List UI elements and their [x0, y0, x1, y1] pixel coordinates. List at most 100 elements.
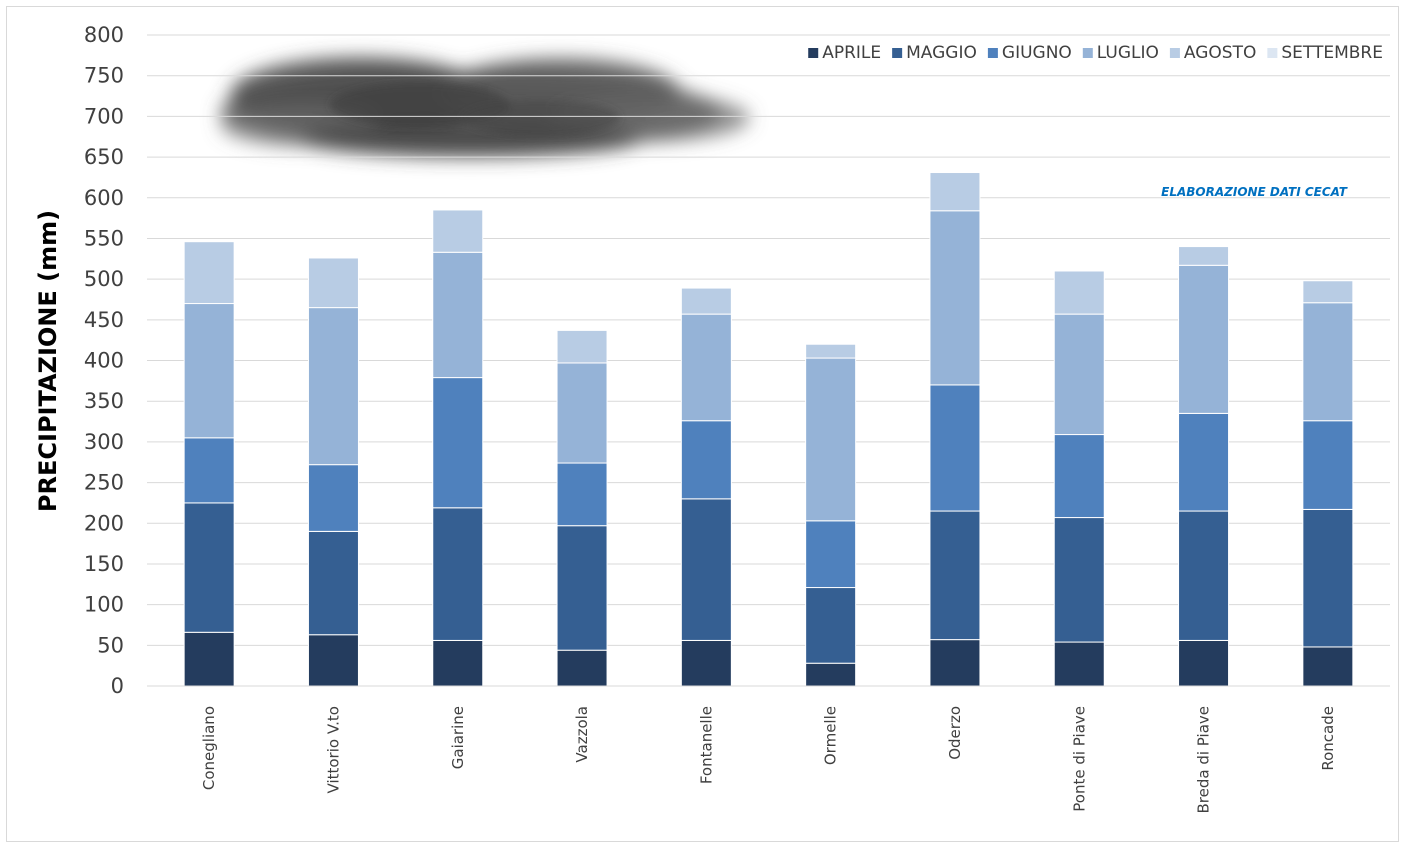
- legend-label: APRILE: [822, 43, 881, 63]
- bar-segment-luglio: [432, 251, 484, 379]
- x-tick-label: Vazzola: [573, 706, 591, 763]
- bar-segment-aprile: [183, 631, 235, 687]
- y-axis-ticks: 0 50 100 150 200 250 300 350 400 450 500 550 600 650 7…: [84, 23, 124, 698]
- legend: APRILE MAGGIO GIUGNO LUGLIO AGOSTO SETTEMBRE: [808, 43, 1383, 63]
- bar-segment-agosto: [929, 172, 981, 212]
- bar-segment-aprile: [680, 639, 732, 687]
- y-tick-label: 350: [84, 389, 124, 413]
- y-tick-label: 550: [84, 226, 124, 250]
- bar-segment-maggio: [183, 502, 235, 633]
- y-tick-label: 500: [84, 267, 124, 291]
- bar-segment-luglio: [805, 357, 857, 522]
- legend-swatch: [892, 48, 903, 58]
- bar-segment-luglio: [183, 303, 235, 439]
- x-tick-label: Oderzo: [946, 706, 964, 760]
- bar-segment-agosto: [680, 287, 732, 315]
- y-tick-label: 800: [84, 23, 124, 47]
- y-tick-label: 450: [84, 308, 124, 332]
- x-tick-label: Fontanelle: [697, 706, 715, 784]
- legend-label: AGOSTO: [1184, 43, 1256, 63]
- legend-swatch: [1267, 48, 1278, 58]
- storm-cloud-image: [220, 57, 750, 158]
- y-tick-label: 400: [84, 349, 124, 373]
- bar-segment-giugno: [680, 420, 732, 500]
- bar-segment-maggio: [432, 507, 484, 641]
- y-tick-label: 0: [111, 674, 124, 698]
- bar-segment-luglio: [680, 313, 732, 422]
- bar-segment-maggio: [805, 587, 857, 664]
- bar-segment-aprile: [1178, 639, 1230, 687]
- bar-segment-giugno: [1302, 420, 1354, 510]
- bar-segment-maggio: [1178, 510, 1230, 641]
- legend-swatch: [1169, 48, 1180, 58]
- legend-item: LUGLIO: [1082, 43, 1159, 63]
- bar-segment-aprile: [929, 639, 981, 687]
- bar-segment-aprile: [1302, 646, 1354, 687]
- bar-segment-giugno: [432, 377, 484, 509]
- legend-label: GIUGNO: [1002, 43, 1072, 63]
- y-axis-label: PRECIPITAZIONE (mm): [34, 210, 62, 512]
- y-tick-label: 750: [84, 64, 124, 88]
- x-tick-label: Breda di Piave: [1195, 706, 1213, 813]
- bar-segment-giugno: [307, 464, 359, 532]
- y-tick-label: 100: [84, 593, 124, 617]
- x-tick-label: Conegliano: [200, 706, 218, 790]
- x-axis-ticks: Conegliano Vittorio V.to Gaiarine Vazzola Fo…: [200, 706, 1337, 813]
- bar-segment-giugno: [1178, 412, 1230, 512]
- y-tick-label: 650: [84, 145, 124, 169]
- bar-segment-giugno: [556, 462, 608, 527]
- bar-segment-maggio: [307, 530, 359, 636]
- bar-segment-maggio: [929, 510, 981, 641]
- bar-segment-giugno: [1053, 434, 1105, 519]
- x-tick-label: Ponte di Piave: [1070, 706, 1088, 812]
- y-tick-label: 150: [84, 552, 124, 576]
- x-tick-label: Roncade: [1319, 706, 1337, 771]
- x-tick-label: Vittorio V.to: [324, 706, 342, 793]
- bars: [183, 172, 1354, 687]
- legend-swatch: [987, 48, 998, 58]
- legend-item: SETTEMBRE: [1267, 43, 1383, 63]
- legend-item: AGOSTO: [1169, 43, 1256, 63]
- bar-segment-aprile: [805, 662, 857, 687]
- bar-segment-agosto: [1053, 270, 1105, 315]
- bar-segment-giugno: [805, 520, 857, 589]
- legend-item: MAGGIO: [892, 43, 977, 63]
- y-tick-label: 200: [84, 511, 124, 535]
- bar-segment-luglio: [1302, 302, 1354, 422]
- bar-segment-aprile: [556, 649, 608, 687]
- source-annotation: ELABORAZIONE DATI CECAT: [1161, 185, 1348, 199]
- bar-segment-maggio: [1053, 517, 1105, 643]
- bar-segment-agosto: [1178, 246, 1230, 266]
- x-tick-label: Gaiarine: [449, 706, 467, 769]
- legend-label: SETTEMBRE: [1281, 43, 1383, 63]
- bar-segment-aprile: [432, 639, 484, 687]
- bar-segment-giugno: [929, 384, 981, 512]
- legend-item: APRILE: [808, 43, 881, 63]
- bar-segment-agosto: [307, 257, 359, 309]
- bar-segment-maggio: [556, 525, 608, 651]
- bar-segment-agosto: [556, 329, 608, 364]
- legend-item: GIUGNO: [987, 43, 1072, 63]
- bar-segment-aprile: [307, 634, 359, 687]
- y-tick-label: 700: [84, 104, 124, 128]
- bar-segment-aprile: [1053, 641, 1105, 687]
- y-tick-label: 250: [84, 471, 124, 495]
- bar-segment-giugno: [183, 437, 235, 504]
- legend-label: MAGGIO: [906, 43, 977, 63]
- bar-segment-luglio: [556, 362, 608, 464]
- legend-swatch: [808, 48, 819, 58]
- legend-swatch: [1082, 48, 1093, 58]
- bar-segment-maggio: [1302, 508, 1354, 648]
- legend-label: LUGLIO: [1097, 43, 1159, 63]
- y-tick-label: 50: [97, 633, 124, 657]
- bar-segment-luglio: [929, 210, 981, 386]
- y-tick-label: 300: [84, 430, 124, 454]
- bar-segment-agosto: [183, 241, 235, 305]
- bar-segment-luglio: [1178, 264, 1230, 414]
- bar-segment-luglio: [307, 307, 359, 466]
- y-tick-label: 600: [84, 186, 124, 210]
- x-tick-label: Ormelle: [822, 706, 840, 765]
- chart-frame: [6, 6, 1399, 842]
- bar-segment-agosto: [432, 209, 484, 253]
- bar-segment-luglio: [1053, 313, 1105, 436]
